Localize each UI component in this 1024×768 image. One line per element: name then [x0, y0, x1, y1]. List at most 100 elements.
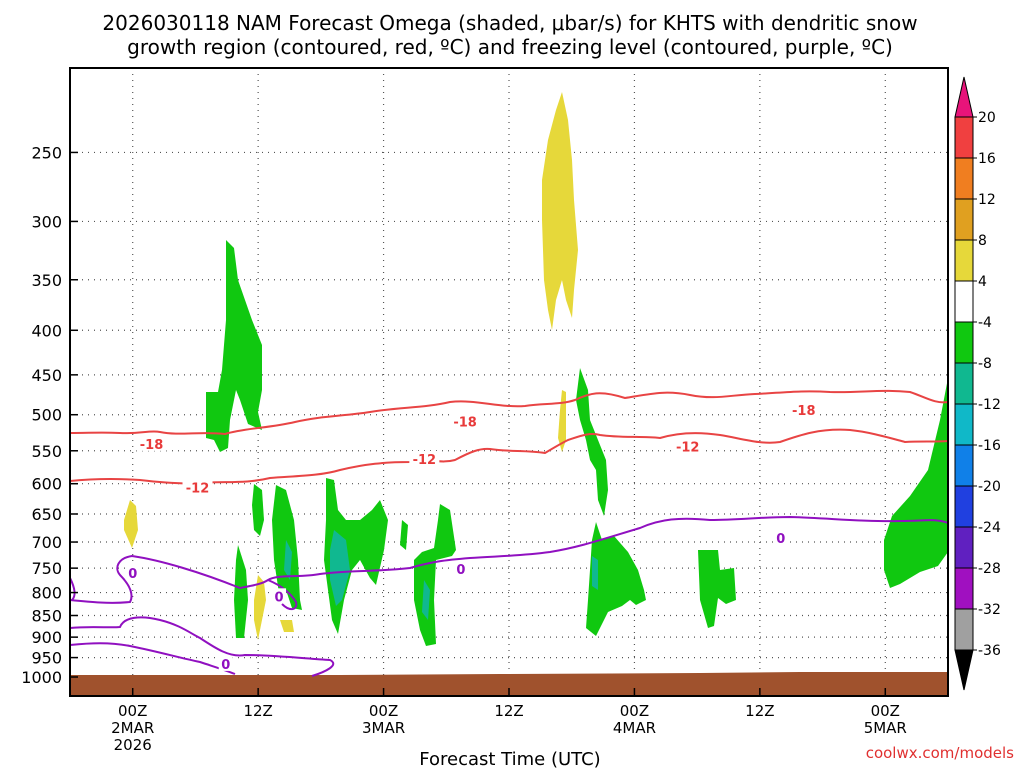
- y-tick-label: 850: [31, 607, 62, 626]
- colorbar-segment: [954, 567, 974, 610]
- omega-shading: [124, 92, 948, 646]
- colorbar-label: 8: [978, 233, 987, 249]
- omega-area-yellow: [542, 92, 578, 330]
- contour-label: -18: [792, 404, 816, 419]
- chart-title-line1: 2026030118 NAM Forecast Omega (shaded, μ…: [102, 11, 917, 35]
- colorbar-segment: [954, 362, 974, 405]
- contour-label-bg: [409, 450, 440, 466]
- omega-area-teal: [592, 556, 598, 590]
- x-tick-label: 00Z: [871, 702, 900, 720]
- colorbar-label: -20: [978, 479, 1001, 495]
- colorbar-segment: [954, 76, 974, 118]
- omega-area-green: [698, 550, 736, 628]
- contour-label: -12: [413, 453, 437, 468]
- y-tick-label: 450: [31, 366, 62, 385]
- x-tick-label: 00Z: [620, 702, 649, 720]
- colorbar-segment: [954, 403, 974, 446]
- y-tick-label: 800: [31, 584, 62, 603]
- omega-area-green: [884, 378, 948, 588]
- colorbar-label: 16: [978, 151, 996, 167]
- x-tick-label: 3MAR: [362, 719, 405, 737]
- y-tick-label: 400: [31, 321, 62, 340]
- omega-area-yellow: [254, 575, 266, 640]
- freezing-contour-lower: [69, 616, 335, 677]
- omega-area-green: [576, 368, 608, 516]
- contour-label-bg: [218, 655, 233, 671]
- contour-label-bg: [136, 435, 167, 451]
- y-tick-label: 700: [31, 533, 62, 552]
- freezing-contour-loop: [267, 579, 298, 610]
- x-tick-label: 00Z: [118, 702, 147, 720]
- colorbar-label: -12: [978, 397, 1001, 413]
- colorbar-segment: [954, 280, 974, 323]
- colorbar-label: -16: [978, 438, 1001, 454]
- y-tick-label: 500: [31, 406, 62, 425]
- contour-label-bg: [773, 530, 788, 546]
- x-axis-label: Forecast Time (UTC): [419, 749, 600, 768]
- y-tick-label: 650: [31, 505, 62, 524]
- contour-labels: -18 -12 -18 -12 -12 -18 0 0 0 0 0: [125, 402, 819, 673]
- y-tick-label: 350: [31, 271, 62, 290]
- contour-label-bg: [125, 565, 140, 581]
- x-tick-label: 2026: [114, 736, 152, 754]
- colorbar-segment: [954, 321, 974, 364]
- y-tick-label: 950: [31, 649, 62, 668]
- contour-label: 0: [776, 532, 785, 547]
- x-tick-label: 12Z: [243, 702, 272, 720]
- contour-label-bg: [672, 438, 703, 454]
- dgz-contour-12a: [69, 428, 949, 485]
- omega-area-green: [586, 522, 646, 636]
- x-tick-label: 00Z: [369, 702, 398, 720]
- freezing-contour-bottom: [69, 642, 236, 675]
- y-tick-label: 1000: [21, 668, 62, 687]
- y-tick-label: 750: [31, 559, 62, 578]
- contour-label: -18: [140, 438, 164, 453]
- colorbar-segment: [954, 198, 974, 241]
- contour-label: -12: [676, 441, 700, 456]
- colorbar-segment: [954, 485, 974, 528]
- dgz-contour-18: [69, 389, 949, 436]
- colorbar-label: -4: [978, 315, 992, 331]
- x-tick-label: 12Z: [745, 702, 774, 720]
- colorbar-segment: [954, 239, 974, 282]
- contour-label: -12: [186, 481, 210, 496]
- omega-area-teal: [284, 540, 292, 580]
- contour-label: 0: [221, 658, 230, 673]
- freezing-contour-left: [69, 577, 76, 601]
- y-tick-label: 600: [31, 475, 62, 494]
- omega-area-green: [252, 484, 264, 536]
- plot-area: [70, 68, 948, 696]
- omega-area-green: [234, 545, 248, 638]
- colorbar-label: -36: [978, 643, 1001, 659]
- contour-label: 0: [275, 590, 284, 605]
- y-tick-label: 250: [31, 143, 62, 162]
- contour-label-bg: [788, 402, 819, 418]
- dgz-contours: [69, 389, 949, 485]
- colorbar-label: -8: [978, 356, 992, 372]
- colorbar-label: 4: [978, 274, 987, 290]
- contour-label-bg: [453, 561, 468, 577]
- x-tick-label: 5MAR: [864, 719, 907, 737]
- colorbar-segment: [954, 116, 974, 159]
- omega-area-teal: [330, 530, 350, 606]
- colorbar-segment: [954, 444, 974, 487]
- colorbar-label: -32: [978, 602, 1001, 618]
- x-tick-label: 4MAR: [613, 719, 656, 737]
- y-tick-label: 550: [31, 442, 62, 461]
- x-tick-label: 2MAR: [111, 719, 154, 737]
- ground-surface: [70, 672, 948, 696]
- colorbar-label: -28: [978, 561, 1001, 577]
- omega-area-yellow: [280, 620, 294, 632]
- colorbar-label: 12: [978, 192, 996, 208]
- omega-area-green: [400, 520, 408, 550]
- contour-label-bg: [450, 413, 481, 429]
- y-axis: 250 300 350 400 450 500 550 600 650 700 750 800 850 9…: [21, 143, 78, 687]
- omega-area-teal: [422, 580, 430, 620]
- y-tick-label: 300: [31, 212, 62, 231]
- omega-area-green: [206, 240, 262, 452]
- colorbar: 20 16 12 8 4 -4 -8 -12 -16 -20 -24 -28 -32 -36: [954, 76, 1001, 691]
- contour-label-bg: [182, 479, 213, 495]
- credit-text: coolwx.com/models: [866, 744, 1014, 762]
- x-tick-label: 12Z: [494, 702, 523, 720]
